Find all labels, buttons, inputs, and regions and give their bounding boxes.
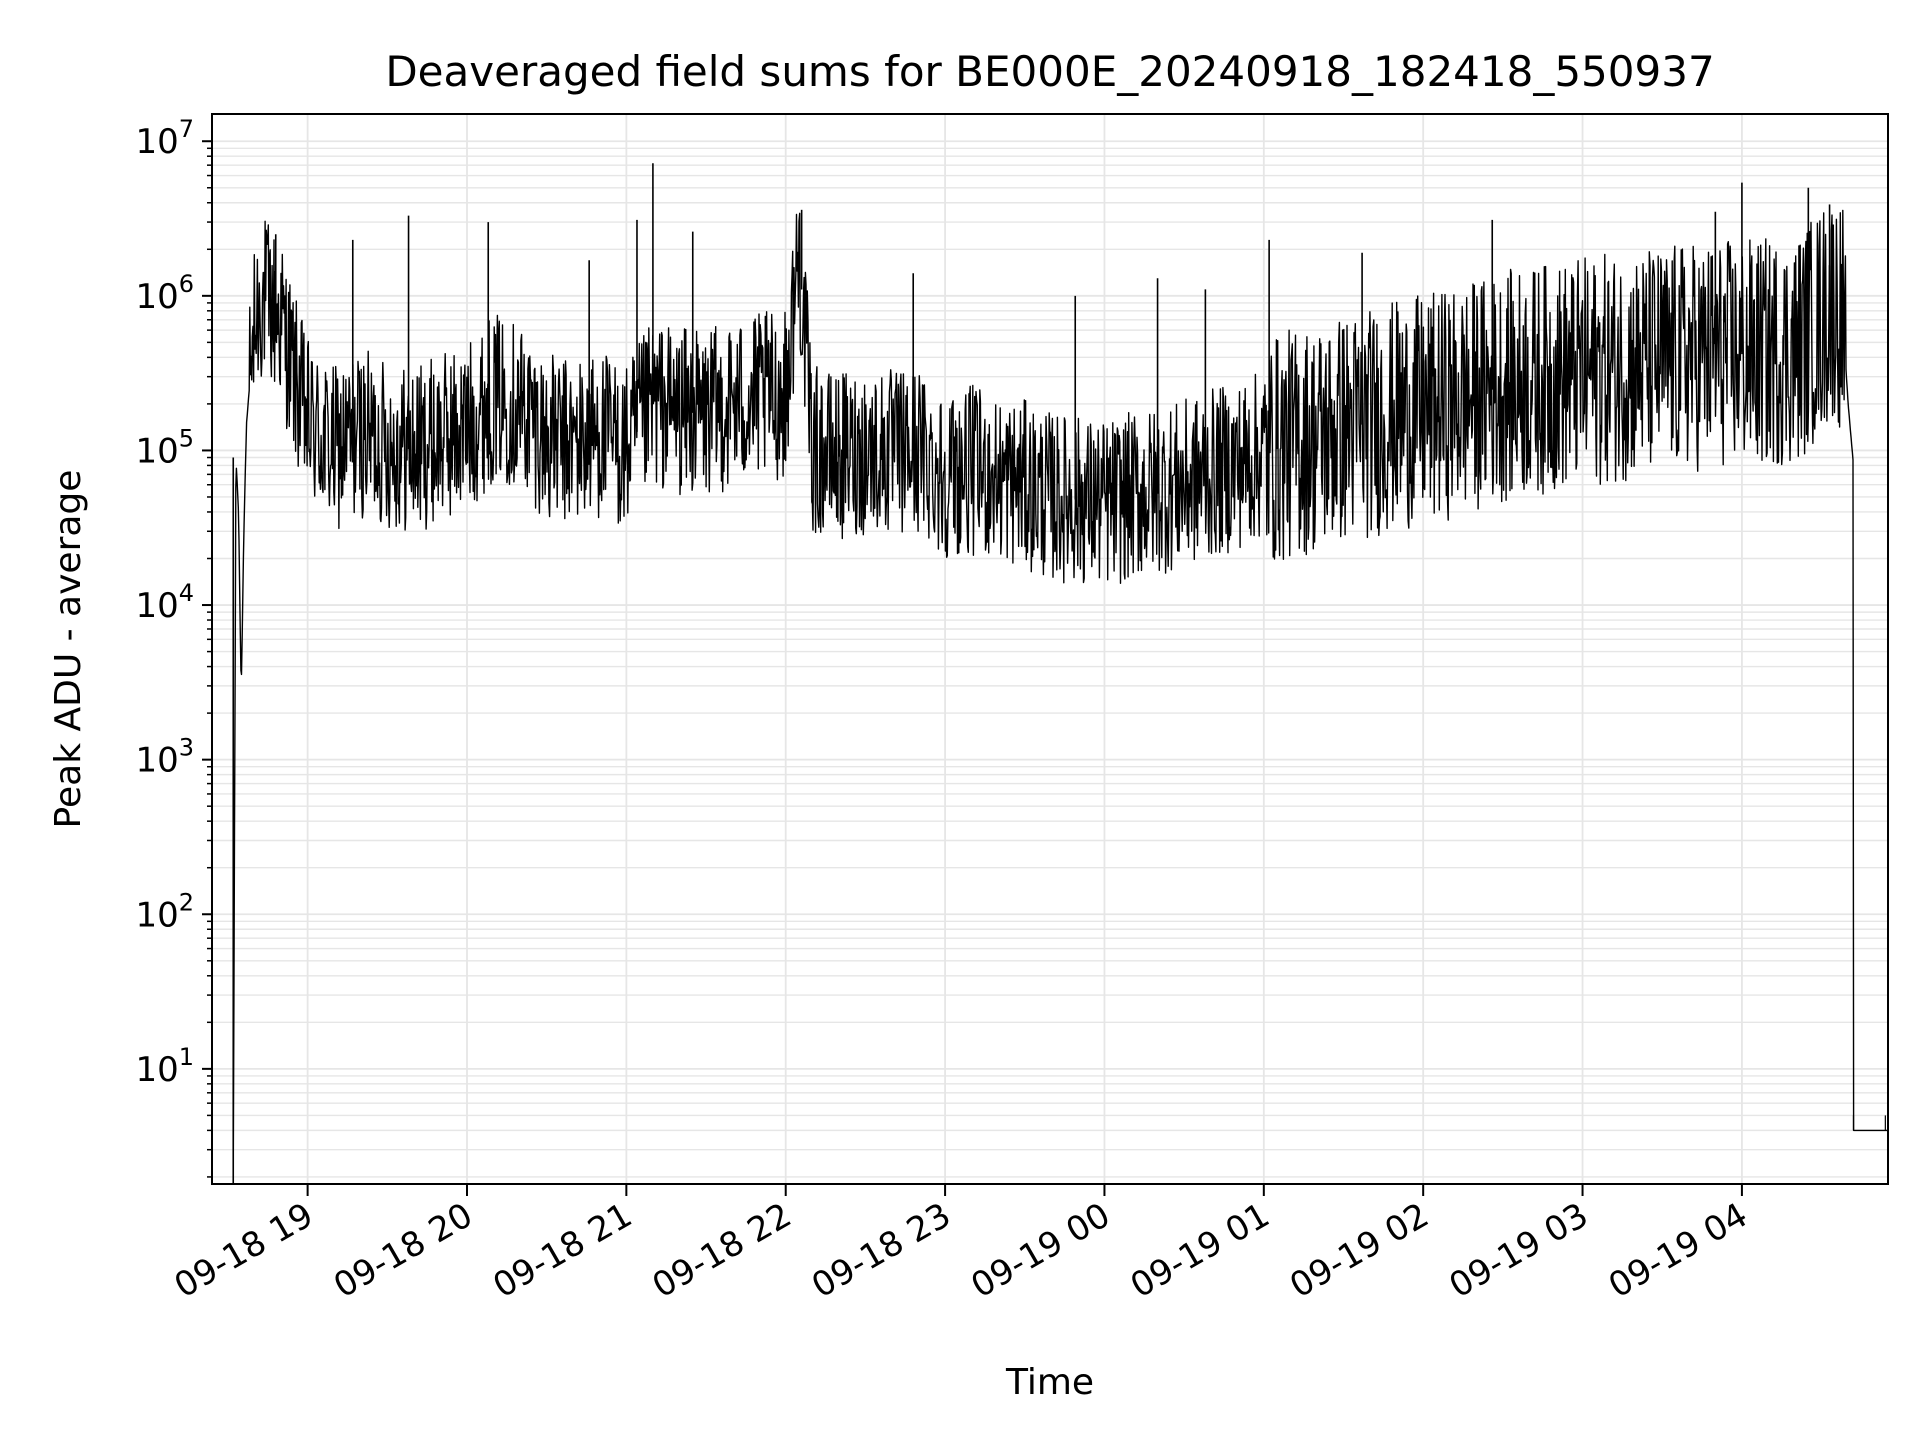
grid [212, 114, 1888, 1184]
plot-frame [211, 113, 1889, 1185]
y-axis-label: Peak ADU - average [48, 470, 89, 829]
x-axis-label: Time [1005, 1362, 1094, 1403]
y-tick-label: 104 [135, 579, 194, 626]
y-tick-label: 105 [135, 424, 194, 471]
y-tick-label: 102 [135, 888, 194, 935]
chart-title: Deaveraged field sums for BE000E_2024091… [385, 47, 1714, 96]
y-tick-label: 101 [135, 1043, 194, 1090]
data-series [232, 163, 1889, 1184]
y-tick-label: 107 [135, 115, 194, 162]
series-line [232, 209, 1889, 1177]
y-tick-label: 106 [135, 270, 194, 317]
y-tick-label: 103 [135, 734, 194, 781]
y-axis-ticks: 101 102 103 104 105 106 107 [135, 115, 212, 1178]
